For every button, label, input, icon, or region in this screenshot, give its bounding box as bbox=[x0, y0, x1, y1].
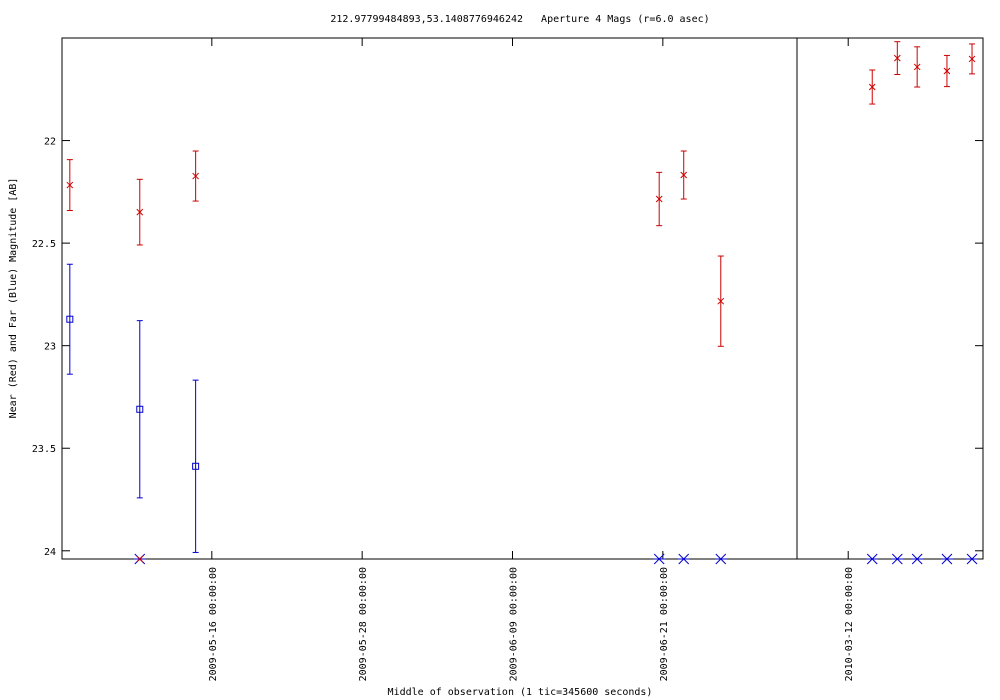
point bbox=[677, 553, 690, 565]
chart-title: 212.97799484893,53.1408776946242 Apertur… bbox=[330, 14, 709, 25]
point bbox=[192, 172, 199, 180]
x-tick-label: 2010-03-12 00:00:00 bbox=[844, 567, 855, 681]
marker-stroke bbox=[192, 462, 200, 470]
x-tick-label: 2009-05-28 00:00:00 bbox=[358, 567, 369, 681]
point bbox=[866, 553, 879, 565]
point bbox=[913, 63, 921, 71]
marker-stroke bbox=[866, 553, 878, 565]
point bbox=[893, 54, 901, 62]
x-tick-label: 2009-06-21 00:00:00 bbox=[659, 567, 670, 681]
y-tick-label: 24 bbox=[44, 547, 56, 558]
x-tick-label: 2009-05-16 00:00:00 bbox=[208, 567, 219, 681]
marker-stroke bbox=[192, 172, 199, 180]
x-tick-label: 2009-06-09 00:00:00 bbox=[509, 567, 520, 681]
marker-stroke bbox=[715, 553, 727, 565]
y-axis-label: Near (Red) and Far (Blue) Magnitude [AB] bbox=[8, 178, 19, 419]
point bbox=[966, 553, 979, 565]
marker-stroke bbox=[913, 63, 921, 71]
marker-stroke bbox=[653, 553, 665, 565]
marker-stroke bbox=[966, 553, 978, 565]
marker-stroke bbox=[941, 553, 953, 565]
marker-stroke bbox=[66, 315, 74, 323]
point bbox=[136, 555, 144, 563]
point bbox=[66, 315, 74, 323]
point bbox=[717, 297, 725, 305]
marker-stroke bbox=[868, 83, 876, 91]
point bbox=[653, 553, 666, 565]
point bbox=[968, 55, 976, 63]
plot-frame bbox=[61, 37, 984, 560]
point bbox=[940, 553, 953, 565]
point bbox=[655, 195, 663, 203]
marker-stroke bbox=[136, 405, 144, 413]
marker-stroke bbox=[943, 67, 951, 75]
point bbox=[714, 553, 727, 565]
point bbox=[136, 208, 144, 216]
point bbox=[192, 462, 200, 470]
point bbox=[943, 67, 951, 75]
marker-stroke bbox=[968, 55, 976, 63]
point bbox=[136, 405, 144, 413]
point bbox=[911, 553, 924, 565]
marker-stroke bbox=[680, 171, 688, 179]
marker-stroke bbox=[911, 553, 923, 565]
x-axis-label: Middle of observation (1 tic=345600 seco… bbox=[388, 687, 653, 698]
error-bar bbox=[136, 320, 143, 499]
y-tick-label: 23 bbox=[44, 342, 56, 353]
y-tick-label: 22 bbox=[44, 137, 56, 148]
y-tick-label: 23.5 bbox=[32, 444, 56, 455]
marker-stroke bbox=[655, 195, 663, 203]
marker-stroke bbox=[136, 555, 144, 563]
point bbox=[680, 171, 688, 179]
marker-stroke bbox=[893, 54, 901, 62]
point bbox=[868, 83, 876, 91]
marker-stroke bbox=[717, 297, 725, 305]
marker-stroke bbox=[678, 553, 690, 565]
error-bar bbox=[66, 263, 73, 375]
error-bar bbox=[192, 379, 199, 553]
marker-stroke bbox=[136, 208, 144, 216]
point bbox=[891, 553, 904, 565]
y-tick-label: 22.5 bbox=[32, 239, 56, 250]
marker-stroke bbox=[66, 181, 74, 189]
point bbox=[66, 181, 74, 189]
marker-stroke bbox=[891, 553, 903, 565]
